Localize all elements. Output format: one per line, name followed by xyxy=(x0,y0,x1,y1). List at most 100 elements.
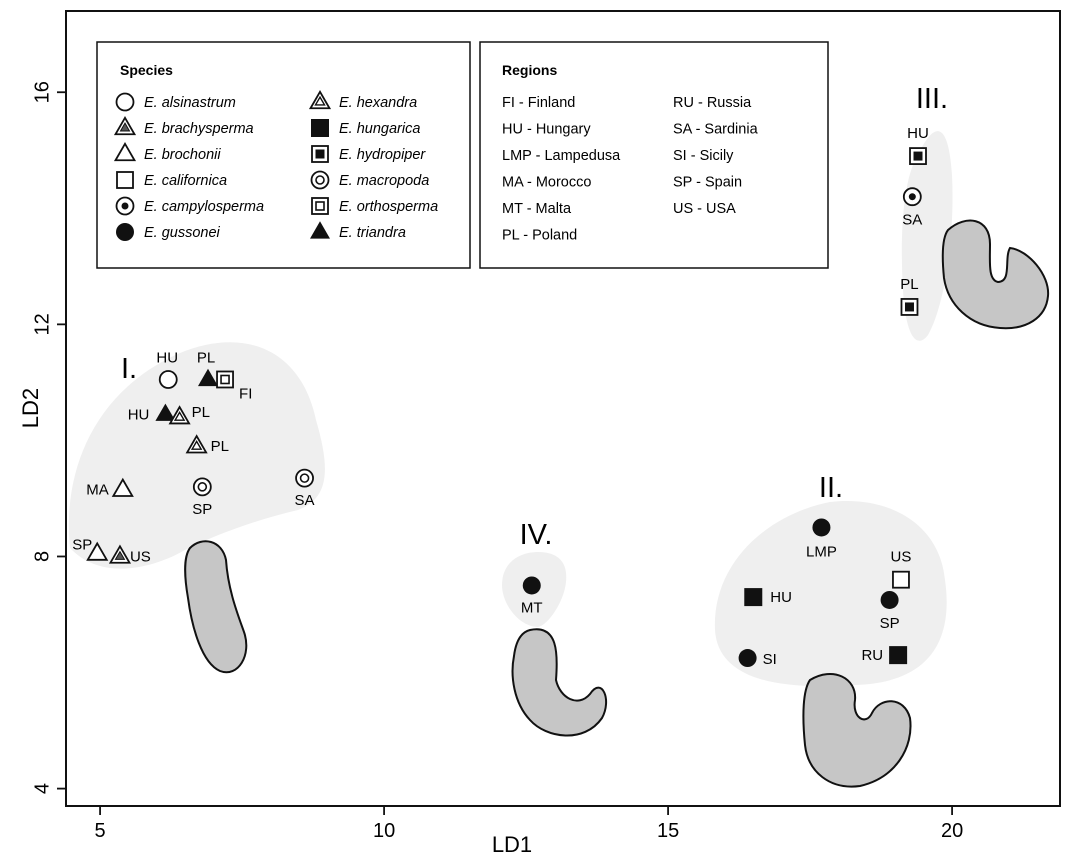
point-label: PL xyxy=(900,276,918,293)
legend-species-item: E. gussonei xyxy=(144,225,221,241)
legend-symbol xyxy=(116,171,134,189)
legend-species-item: E. brachysperma xyxy=(144,121,254,137)
data-point xyxy=(111,477,134,497)
data-point xyxy=(155,403,176,421)
point-label: PL xyxy=(197,349,215,366)
x-tick-label: 10 xyxy=(373,820,395,842)
data-point xyxy=(909,147,927,165)
data-point xyxy=(108,544,132,564)
legend-symbol xyxy=(115,92,135,112)
legend-symbol xyxy=(311,119,329,137)
data-point xyxy=(902,187,922,207)
legend-symbol xyxy=(308,89,332,110)
point-label: HU xyxy=(156,349,178,366)
legend-species-item: E. alsinastrum xyxy=(144,95,236,111)
legend-symbol xyxy=(116,223,134,241)
legend-region-item: RU - Russia xyxy=(673,95,752,111)
y-tick-label: 16 xyxy=(31,81,53,103)
point-label: LMP xyxy=(806,543,837,560)
point-label: HU xyxy=(128,406,150,423)
point-label: US xyxy=(891,549,912,566)
seed-illustration-2 xyxy=(511,628,607,737)
legend-species-item: E. triandra xyxy=(339,225,406,241)
data-point xyxy=(812,518,831,537)
legend-species-item: E. californica xyxy=(144,173,227,189)
legend-species-item: E. orthosperma xyxy=(339,199,438,215)
seed-illustration-4 xyxy=(941,219,1050,330)
seed-illustration-1 xyxy=(184,540,248,674)
legend-species-item: E. hungarica xyxy=(339,121,420,137)
legend-region-item: FI - Finland xyxy=(502,95,575,111)
legend-region-item: SP - Spain xyxy=(673,175,742,191)
point-label: SA xyxy=(295,492,315,509)
data-point xyxy=(168,405,191,425)
y-tick-label: 4 xyxy=(31,783,53,794)
point-label: RU xyxy=(861,647,883,664)
legend-species-title: Species xyxy=(120,62,173,78)
legend-region-item: SA - Sardinia xyxy=(673,122,759,138)
data-point xyxy=(744,588,763,607)
legend-species-item: E. hydropiper xyxy=(339,147,426,163)
legend-species: Species E. alsinastrum E. brachysperma E. … xyxy=(96,41,471,269)
legend-species-item: E. campylosperma xyxy=(144,199,264,215)
data-points xyxy=(86,147,927,668)
seed-illustration-3 xyxy=(802,673,912,788)
x-axis: 5 10 15 20 xyxy=(95,806,963,842)
data-point xyxy=(192,477,212,497)
group-hull-2 xyxy=(714,500,947,687)
legend-symbol xyxy=(310,170,330,190)
group-label: III. xyxy=(916,83,948,115)
point-label: MA xyxy=(86,482,109,499)
legend-region-item: MT - Malta xyxy=(502,201,572,217)
point-label: SA xyxy=(902,212,922,229)
data-point xyxy=(295,468,314,488)
plot-frame xyxy=(65,10,1061,807)
legend-symbol xyxy=(310,221,330,239)
y-tick-label: 12 xyxy=(31,313,53,335)
data-point xyxy=(880,590,899,609)
point-label: PL xyxy=(211,438,229,455)
point-label: HU xyxy=(907,125,929,142)
data-point xyxy=(158,370,178,389)
x-tick-label: 5 xyxy=(95,820,106,842)
point-label: MT xyxy=(521,599,543,616)
data-point xyxy=(900,298,919,316)
data-point xyxy=(522,576,541,595)
data-point xyxy=(892,570,910,589)
legend-symbol xyxy=(311,197,329,215)
data-point xyxy=(738,649,757,668)
legend-regions-title: Regions xyxy=(502,62,557,78)
point-label: SI xyxy=(763,651,777,668)
legend-species-item: E. macropoda xyxy=(339,173,429,189)
legend-regions-box xyxy=(479,41,829,269)
data-point xyxy=(889,646,908,665)
group-label: IV. xyxy=(520,519,553,551)
group-hull-1 xyxy=(68,342,325,569)
legend-region-item: PL - Poland xyxy=(502,228,577,244)
legend-region-item: HU - Hungary xyxy=(502,122,591,138)
y-tick-label: 8 xyxy=(31,551,53,562)
legend-region-item: SI - Sicily xyxy=(673,148,734,164)
legend-species-box xyxy=(96,41,471,269)
point-label: SP xyxy=(192,501,212,518)
y-axis: 4 8 12 16 xyxy=(31,81,66,794)
point-label: HU xyxy=(770,589,792,606)
point-label: SP xyxy=(880,615,900,632)
data-point xyxy=(185,434,208,454)
legend-region-item: US - USA xyxy=(673,201,736,217)
legend-species-item: E. hexandra xyxy=(339,95,417,111)
group-labels: I. II. III. IV. xyxy=(121,83,948,551)
data-point xyxy=(86,541,109,561)
point-label: SP xyxy=(72,537,92,554)
y-axis-title: LD2 xyxy=(18,388,43,428)
legend-symbol xyxy=(113,141,137,162)
legend-region-item: MA - Morocco xyxy=(502,175,591,191)
point-label: PL xyxy=(192,404,210,421)
data-point xyxy=(198,368,218,387)
group-hull-3 xyxy=(901,131,953,341)
legend-regions: Regions FI - Finland HU - Hungary LMP - La… xyxy=(479,41,829,269)
point-label: US xyxy=(130,548,151,565)
point-label: FI xyxy=(239,385,252,402)
